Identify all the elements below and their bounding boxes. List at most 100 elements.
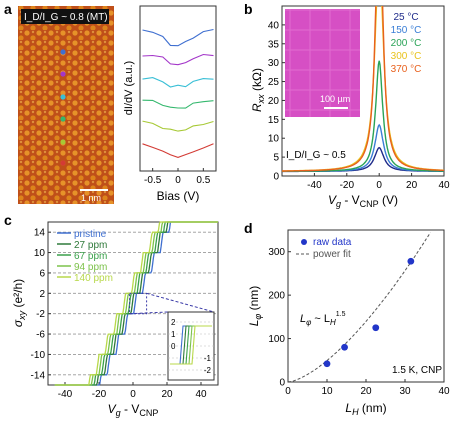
sxy-legend-3: 94 ppm	[74, 262, 107, 273]
rxx-xtick-label-1: -20	[340, 180, 355, 191]
sxy-ylabel: σxy (e²/h)	[11, 279, 27, 327]
spectrum-line-2	[142, 77, 214, 88]
rxx-ytick-label-6: 30	[268, 58, 280, 69]
rxx-legend-2: 200 °C	[391, 38, 422, 49]
lphi-xtick-label-4: 40	[438, 386, 450, 397]
lphi-xtick-label-2: 20	[360, 386, 372, 397]
sxy-ytick-label-1: -10	[31, 350, 46, 361]
lphi-legend-marker	[301, 239, 307, 245]
panel-label-b: b	[244, 1, 253, 17]
spectra-tick-label-1: 0	[175, 175, 181, 186]
spectrum-line-5	[142, 143, 214, 158]
panel-a-spectra: dI/dV (a.u.) Bias (V) -0.5 0 0.5	[123, 5, 217, 203]
sxy-xtick-label-4: 40	[195, 389, 207, 400]
rxx-ytick-label-1: 5	[273, 153, 279, 164]
sxy-ytick-label-5: 6	[39, 268, 45, 279]
sxy-inset-tick-2: 0	[171, 342, 176, 351]
lphi-xtick-label-1: 10	[321, 386, 333, 397]
sxy-ytick-label-7: 14	[34, 228, 46, 239]
rxx-ytick-label-2: 10	[268, 134, 280, 145]
lphi-point-2	[372, 324, 380, 332]
stm-marker-0	[60, 49, 66, 55]
sxy-inset-link-2	[146, 292, 215, 313]
lphi-frame	[287, 229, 445, 383]
stm-scalebar-label: 1 nm	[81, 193, 101, 203]
spectra-frame	[139, 5, 217, 172]
stm-label-box	[21, 9, 109, 24]
rxx-xlabel: Vg - VCNP (V)	[328, 193, 398, 209]
stm-position-markers	[60, 49, 66, 166]
sxy-ytick-label-0: -14	[31, 370, 46, 381]
spectrum-line-1	[142, 53, 214, 66]
rxx-legend-3: 300 °C	[391, 51, 422, 62]
lphi-legend-raw: raw data	[313, 237, 352, 248]
lphi-note: 1.5 K, CNP	[392, 365, 442, 376]
sxy-inset-frame	[167, 311, 215, 381]
stm-inset-label: I_D/I_G ~ 0.8 (MT)	[24, 12, 108, 23]
stm-marker-5	[60, 160, 66, 166]
sxy-xtick-label-2: 0	[130, 389, 136, 400]
sxy-xtick-label-1: -20	[92, 389, 107, 400]
sxy-xtick-label-0: -40	[58, 389, 73, 400]
sxy-ytick-label-2: -6	[36, 330, 45, 341]
rxx-xtick-label-0: -40	[307, 180, 322, 191]
spectra-ylabel: dI/dV (a.u.)	[123, 61, 135, 115]
spectrum-line-0	[142, 28, 214, 47]
rxx-ytick-label-5: 25	[268, 77, 280, 88]
lphi-fit-line	[287, 232, 431, 383]
rxx-ylabel: Rxx (kΩ)	[250, 68, 266, 112]
panel-b-chart: 100 µm I_D/I_G ~ 0.5 Rxx (kΩ) Vg - VCNP …	[250, 5, 450, 209]
sxy-inset-tick-0: 2	[171, 318, 176, 327]
panel-d-chart: Lφ (nm) LH (nm) Lφ ~ LH1.5 1.5 K, CNP 0 1…	[247, 229, 450, 417]
rxx-ytick-label-4: 20	[268, 96, 280, 107]
rxx-ytick-label-0: 0	[273, 172, 279, 183]
stm-image	[18, 6, 114, 204]
sxy-xlabel: Vg - VCNP	[108, 402, 159, 418]
panel-c-chart: σxy (e²/h) Vg - VCNP -14-10-6-2261014-40…	[11, 221, 219, 418]
rxx-line-4	[282, 6, 444, 172]
lphi-xlabel: LH (nm)	[345, 401, 386, 417]
panel-a-image: I_D/I_G ~ 0.8 (MT) 1 nm	[18, 6, 114, 204]
device-scalebar-label: 100 µm	[320, 94, 350, 104]
panel-label-d: d	[244, 220, 253, 236]
lphi-ytick-label-3: 300	[268, 247, 285, 258]
spectra-tick-label-2: 0.5	[196, 175, 210, 186]
rxx-xtick-label-2: 0	[376, 180, 382, 191]
rxx-legend-4: 370 °C	[391, 64, 422, 75]
sxy-ytick-label-3: -2	[36, 309, 45, 320]
sxy-line-4	[54, 221, 218, 386]
sxy-legend-0: pristine	[74, 229, 107, 240]
spectrum-line-3	[142, 99, 214, 109]
lphi-xtick-label-3: 30	[399, 386, 411, 397]
sxy-ytick-label-4: 2	[39, 289, 45, 300]
lphi-ytick-label-2: 200	[268, 291, 285, 302]
rxx-xtick-label-3: 20	[406, 180, 418, 191]
lphi-ytick-label-1: 100	[268, 334, 285, 345]
sxy-inset-tick-4: -2	[204, 366, 212, 375]
lphi-point-1	[341, 343, 348, 351]
rxx-legend-1: 150 °C	[391, 25, 422, 36]
rxx-ytick-label-7: 35	[268, 39, 280, 50]
sxy-inset-tick-3: -1	[204, 354, 212, 363]
sxy-legend-1: 27 ppm	[74, 240, 107, 251]
sxy-inset-link-1	[129, 311, 169, 315]
sxy-legend-4: 140 ppm	[74, 273, 113, 284]
rxx-annotation: I_D/I_G ~ 0.5	[286, 150, 346, 161]
stm-marker-3	[60, 116, 66, 122]
panel-label-a: a	[4, 1, 12, 17]
stm-marker-1	[60, 71, 66, 77]
lphi-legend-fit: power fit	[313, 249, 351, 260]
lphi-xtick-label-0: 0	[285, 386, 291, 397]
rxx-ytick-label-3: 15	[268, 115, 280, 126]
sxy-ytick-label-6: 10	[34, 248, 46, 259]
lphi-ylabel: Lφ (nm)	[247, 286, 263, 327]
sxy-inset-tick-1: 1	[171, 330, 176, 339]
spectrum-line-4	[142, 120, 214, 132]
lphi-annotation: Lφ ~ LH1.5	[300, 311, 346, 327]
device-inset	[285, 9, 360, 117]
rxx-legend-0: 25 °C	[393, 12, 418, 23]
sxy-legend-2: 67 ppm	[74, 251, 107, 262]
sxy-zoom-box	[129, 292, 148, 315]
sxy-xtick-label-3: 20	[161, 389, 173, 400]
sxy-inset-line-4	[170, 325, 212, 365]
